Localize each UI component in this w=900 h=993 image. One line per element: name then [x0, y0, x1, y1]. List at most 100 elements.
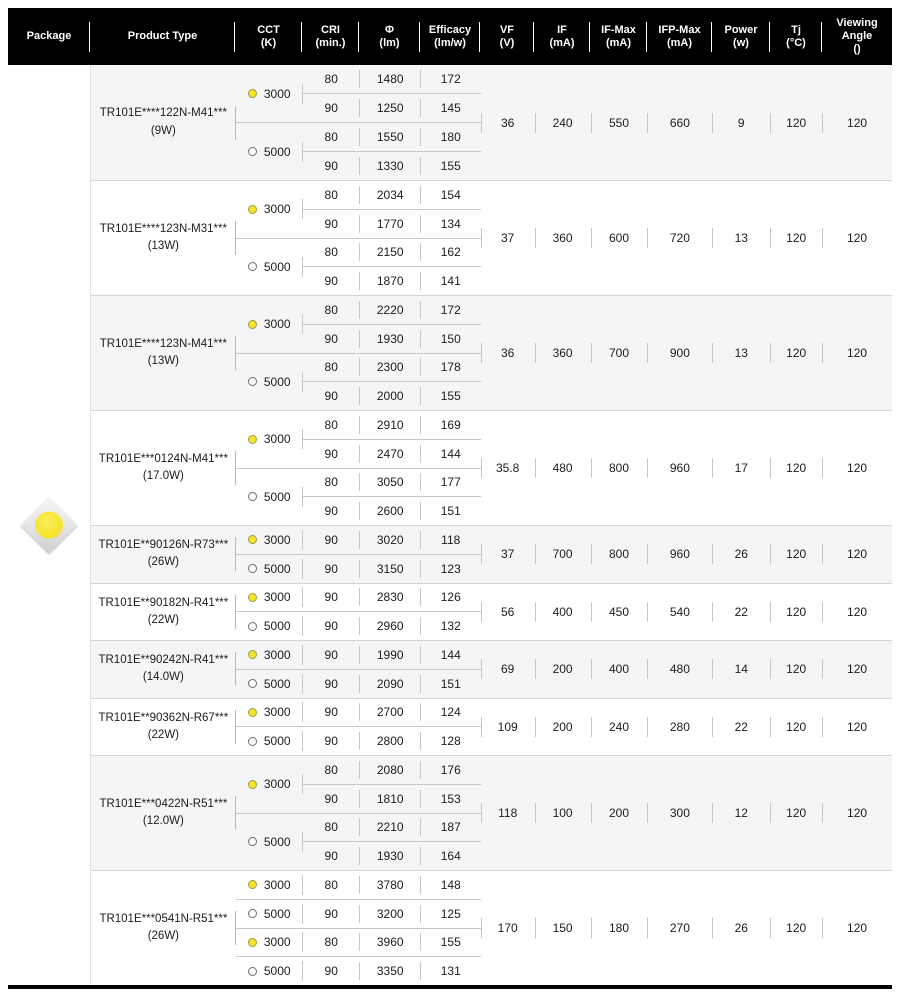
cri-value: 80 [303, 929, 360, 957]
cri-value: 90 [303, 670, 360, 698]
header-label: (V) [499, 36, 515, 49]
package-column [8, 65, 90, 985]
tj-value: 120 [770, 181, 822, 295]
efficacy-value: 131 [440, 964, 461, 979]
efficacy-value: 144 [440, 446, 461, 461]
cri-entries: 90 2800 128 [303, 727, 481, 755]
cct-cell: 3000 [236, 641, 303, 669]
cri-entries: 80 3960 155 [303, 929, 481, 957]
luminous-flux-value: 2600 [360, 497, 421, 525]
power-value: 12 [712, 756, 770, 870]
cct-cell: 3000 [236, 181, 303, 238]
header-cell-product: Product Type [90, 8, 235, 65]
cri-entry-row: 90 2800 128 [303, 727, 481, 755]
cri-entry-row: 90 3150 123 [303, 555, 481, 583]
header-label: (mA) [549, 36, 575, 49]
cri-entry-row: 80 2220 172 [303, 296, 481, 324]
table-row: TR101E***0124N-M41*** (17.0W) 3000 80 2910 16… [91, 410, 892, 525]
cri-value: 90 [303, 699, 360, 727]
cct-cri-section: 3000 90 1990 144 5000 90 2090 151 [235, 641, 481, 698]
cct-cri-section: 3000 90 3020 118 5000 90 3150 123 [235, 526, 481, 583]
cri-value: 90 [303, 526, 360, 554]
cct-cri-section: 3000 80 1480 172 90 1250 145 5000 80 1550 180 90 133… [235, 65, 481, 180]
efficacy-value: 172 [440, 72, 461, 86]
cct-cell: 3000 [236, 699, 303, 727]
cri-value: 80 [303, 296, 360, 324]
header-cell-ifpmax: IFP-Max (mA) [647, 8, 712, 65]
cri-entry-row: 80 1550 180 [303, 123, 481, 151]
luminous-flux-value: 1870 [360, 267, 421, 295]
luminous-flux-value: 2000 [360, 382, 421, 410]
header-label: CCT [257, 23, 280, 36]
product-type-cell: TR101E***0422N-R51*** (12.0W) [91, 756, 236, 870]
vf-value: 36 [481, 65, 535, 180]
if-value: 480 [535, 411, 591, 525]
efficacy-value: 172 [440, 302, 461, 317]
if-value: 100 [535, 756, 591, 870]
bottom-border [8, 985, 892, 989]
cct-3000-dot-icon [247, 779, 257, 789]
cri-entry-row: 90 1990 144 [303, 641, 481, 669]
if-max-value: 400 [591, 641, 648, 698]
product-wattage: (26W) [147, 930, 180, 942]
ifp-max-value: 540 [647, 584, 712, 641]
efficacy-value: 153 [440, 791, 461, 806]
cct-cell: 5000 [236, 612, 303, 640]
cct-5000-dot-icon [247, 377, 257, 387]
cri-entry-row: 80 3050 177 [303, 469, 481, 497]
spec-table: Package Product Type CCT (K) CRI (min.) Φ (lm) E… [8, 8, 892, 989]
luminous-flux-value: 1250 [360, 94, 421, 122]
cct-value: 5000 [263, 834, 291, 849]
header-cell-power: Power (w) [712, 8, 770, 65]
product-type-cell: TR101E***0541N-R51*** (26W) [91, 871, 236, 985]
cct-cell: 5000 [236, 814, 303, 871]
cri-entry-row: 90 2830 126 [303, 584, 481, 612]
luminous-flux-value: 2910 [360, 411, 421, 439]
cct-group: 5000 80 2300 178 90 2000 155 [235, 352, 481, 411]
vf-value: 118 [481, 756, 535, 870]
efficacy-value: 177 [440, 475, 461, 490]
vf-value: 56 [481, 584, 535, 641]
cri-entries: 80 2910 169 90 2470 144 [302, 411, 481, 468]
rows-container: TR101E****122N-M41*** (9W) 3000 80 1480 172 90… [90, 65, 892, 985]
cri-entry-row: 90 2960 132 [303, 612, 481, 640]
cri-entry-row: 90 3350 131 [303, 957, 481, 985]
cri-value: 90 [303, 900, 360, 928]
viewing-angle-value: 120 [822, 411, 892, 525]
efficacy-value: 125 [440, 906, 461, 921]
luminous-flux-value: 3780 [360, 871, 421, 899]
cri-value: 90 [303, 382, 360, 410]
if-value: 360 [535, 296, 591, 410]
cct-3000-dot-icon [247, 204, 257, 214]
efficacy-value: 148 [440, 877, 461, 892]
cct-group: 5000 90 3200 125 [235, 898, 481, 928]
cct-cri-section: 3000 80 3780 148 5000 90 3200 125 3000 80 3960 155 5… [235, 871, 481, 985]
cct-cell: 5000 [236, 670, 303, 698]
cct-group: 5000 90 2960 132 [235, 611, 481, 640]
header-label: IF [557, 23, 567, 36]
power-value: 22 [712, 584, 770, 641]
efficacy-value: 144 [440, 647, 461, 662]
table-row: TR101E**90362N-R67*** (22W) 3000 90 2700 124 5… [91, 697, 892, 756]
cct-group: 3000 80 2910 169 90 2470 144 [236, 411, 481, 468]
table-row: TR101E**90242N-R41*** (14.0W) 3000 90 1990 14… [91, 640, 892, 698]
cct-group: 3000 80 2080 176 90 1810 153 [236, 756, 481, 813]
cri-value: 80 [303, 814, 360, 842]
cri-entry-row: 80 3780 148 [303, 871, 481, 899]
table-row: TR101E***0422N-R51*** (12.0W) 3000 80 2080 17… [91, 755, 892, 870]
luminous-flux-value: 2220 [360, 296, 421, 324]
header-label: VF [499, 23, 515, 36]
cct-5000-dot-icon [247, 262, 257, 272]
cct-value: 5000 [263, 489, 291, 504]
cct-group: 5000 80 3050 177 90 2600 151 [235, 467, 481, 526]
cct-group: 3000 80 3780 148 [236, 871, 481, 899]
ifp-max-value: 900 [647, 296, 712, 410]
if-max-value: 600 [591, 181, 648, 295]
cri-entry-row: 90 1930 150 [302, 323, 481, 353]
product-type-cell: TR101E**90362N-R67*** (22W) [91, 699, 236, 756]
cri-entries: 90 2830 126 [303, 584, 481, 612]
luminous-flux-value: 2210 [360, 814, 421, 842]
cri-entry-row: 80 2080 176 [303, 756, 481, 784]
vf-value: 170 [481, 871, 535, 985]
ifp-max-value: 720 [647, 181, 712, 295]
